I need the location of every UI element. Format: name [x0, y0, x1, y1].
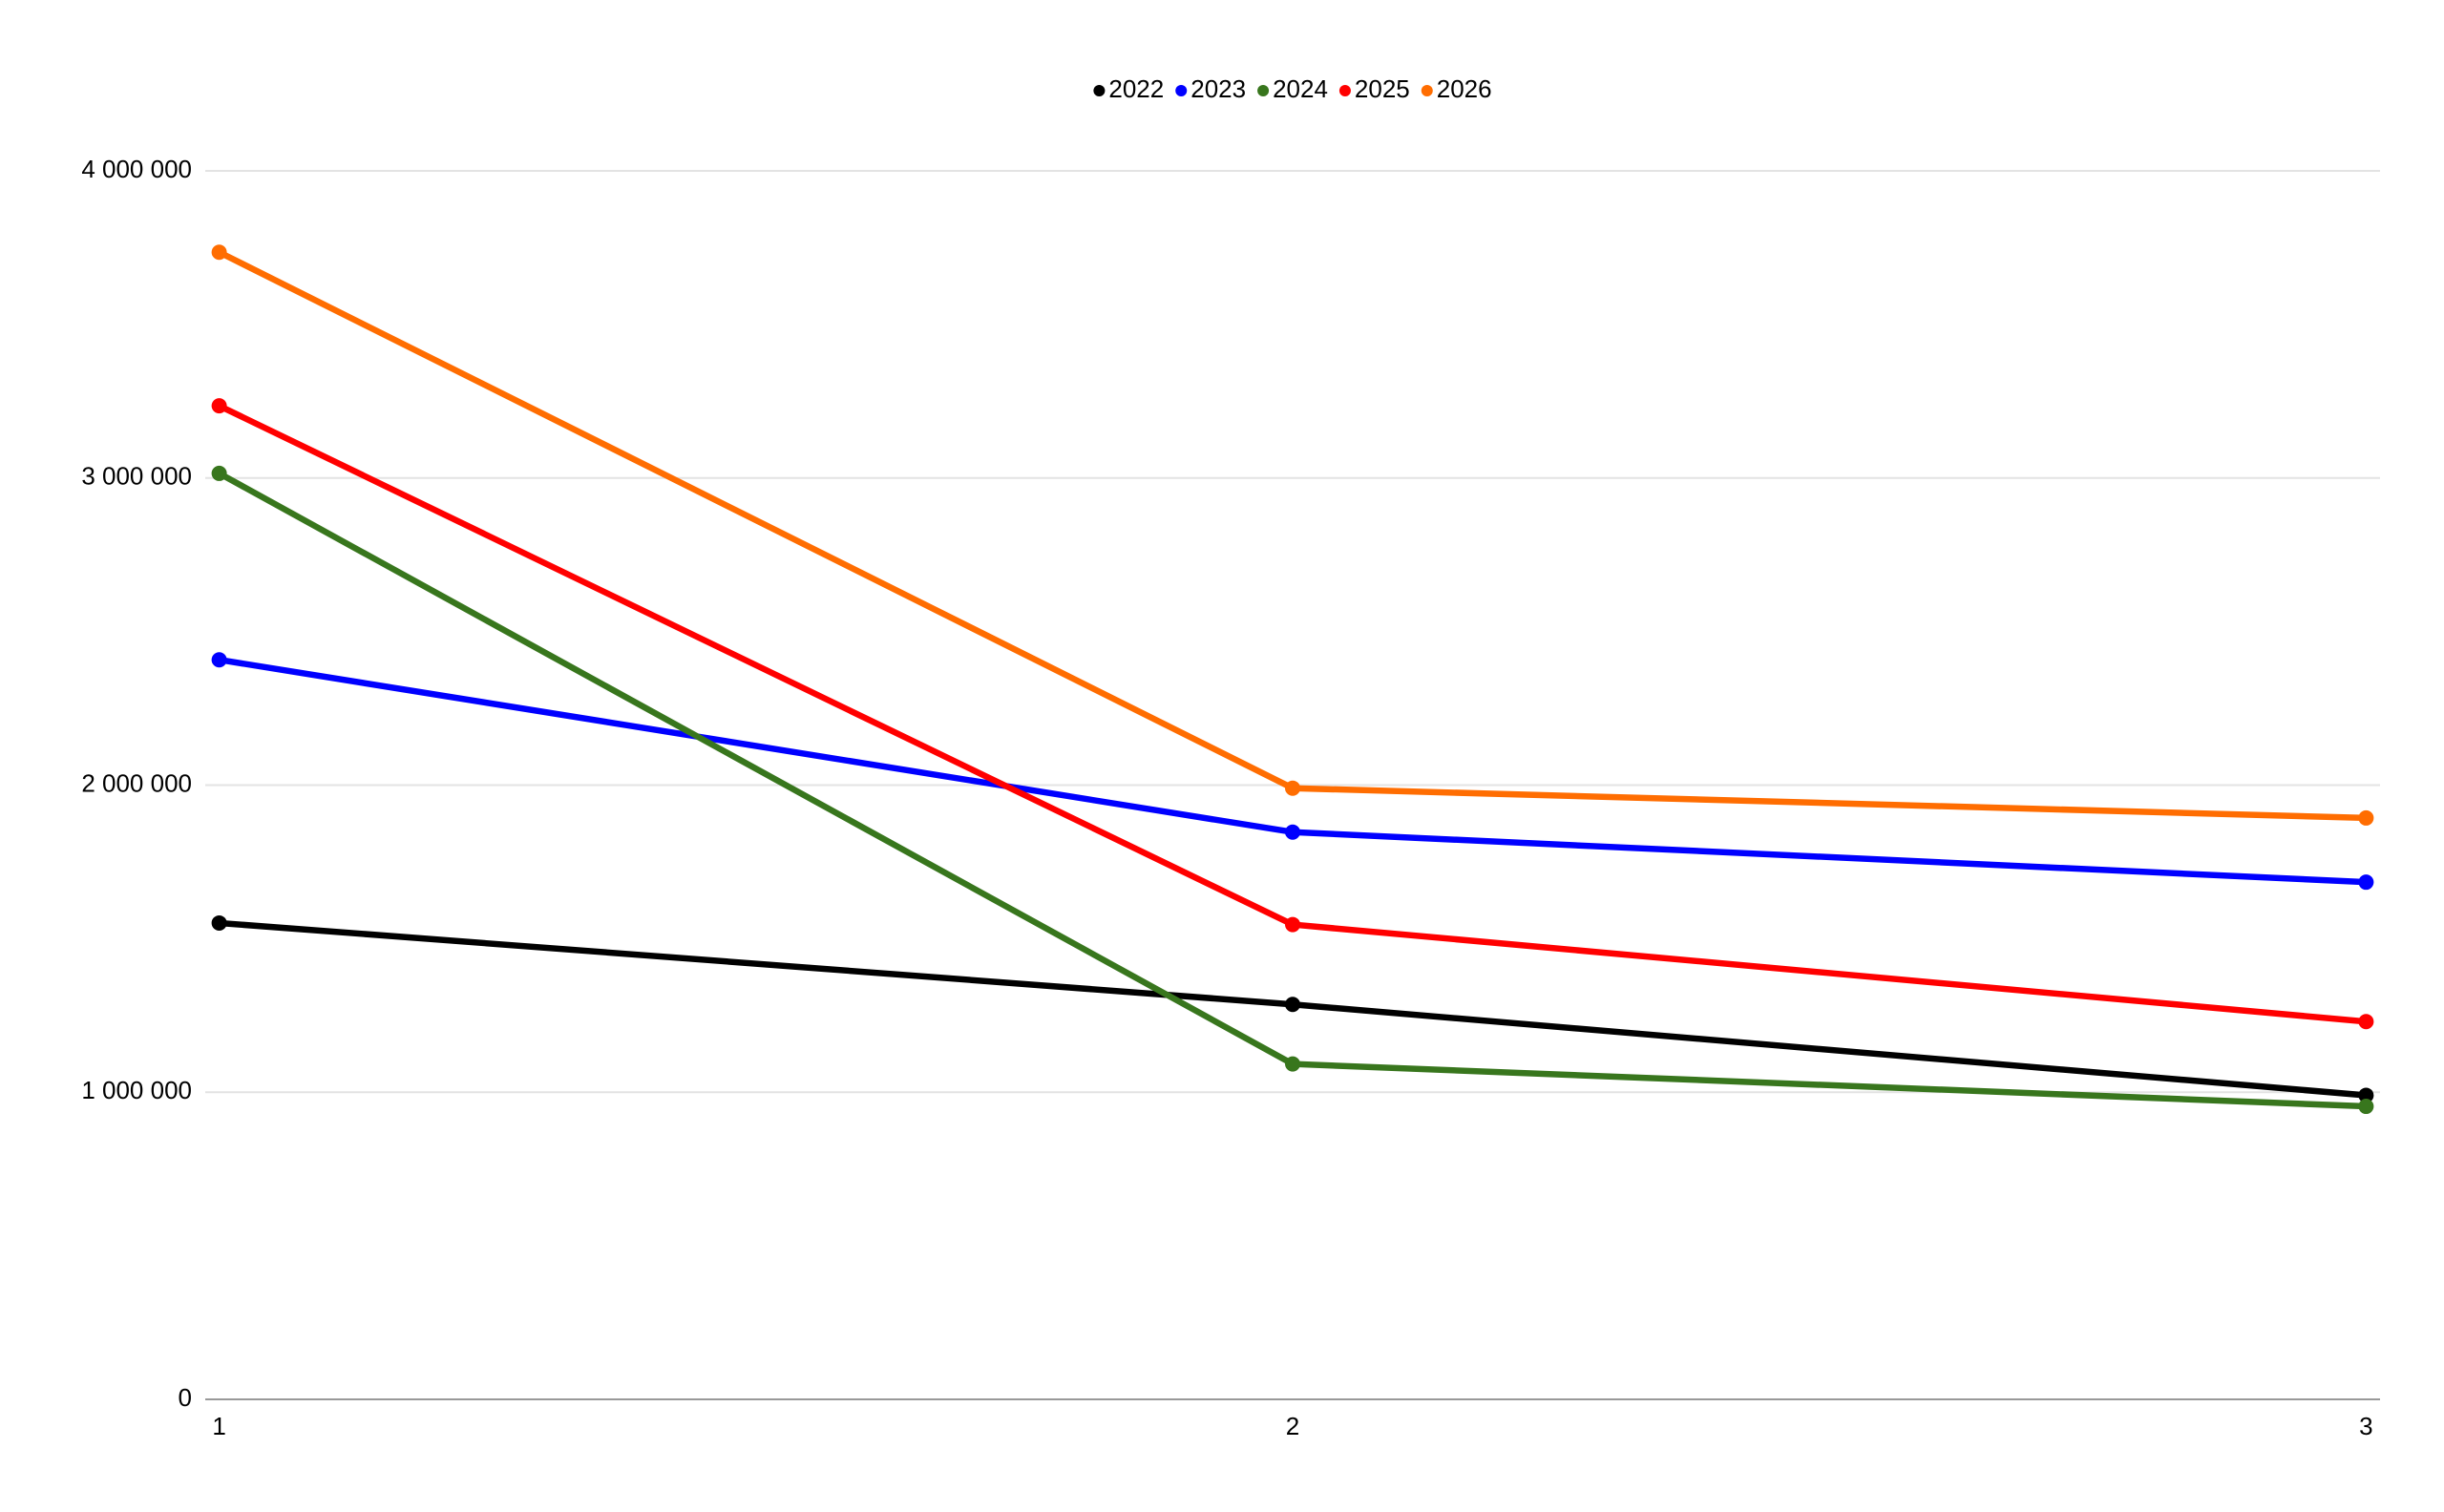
y-tick-label: 0 [179, 1383, 192, 1412]
series-line [219, 657, 2367, 886]
legend-marker [1338, 85, 1351, 96]
data-point [2358, 1099, 2374, 1115]
legend-label: 2024 [1273, 74, 1328, 103]
data-point [2358, 1014, 2374, 1030]
y-tick-label: 2 000 000 [81, 768, 192, 797]
data-point [2358, 874, 2374, 891]
legend-label: 2022 [1108, 74, 1164, 103]
y-tick-label: 4 000 000 [81, 155, 192, 183]
data-point [1285, 824, 1300, 840]
x-tick-label: 1 [212, 1412, 225, 1440]
legend-label: 2023 [1190, 74, 1246, 103]
data-point [1285, 1056, 1300, 1072]
data-point [211, 652, 227, 668]
data-point [211, 465, 227, 481]
data-point [2358, 809, 2374, 826]
data-point [211, 914, 227, 931]
legend-marker [1257, 85, 1270, 96]
y-tick-label: 1 000 000 [81, 1076, 192, 1104]
data-point [211, 398, 227, 414]
legend-label: 2025 [1355, 74, 1410, 103]
data-point [211, 244, 227, 261]
x-tick-label: 2 [1286, 1412, 1299, 1440]
y-tick-label: 3 000 000 [81, 462, 192, 491]
data-point [1285, 780, 1300, 796]
legend-marker [1421, 85, 1433, 96]
legend-marker [1175, 85, 1188, 96]
data-point [1285, 997, 1300, 1013]
legend-label: 2026 [1437, 74, 1492, 103]
series-line [218, 249, 2367, 822]
data-point [1285, 916, 1300, 933]
legend-marker [1093, 85, 1106, 96]
x-tick-label: 3 [2359, 1412, 2372, 1440]
data-point [2358, 1087, 2374, 1103]
